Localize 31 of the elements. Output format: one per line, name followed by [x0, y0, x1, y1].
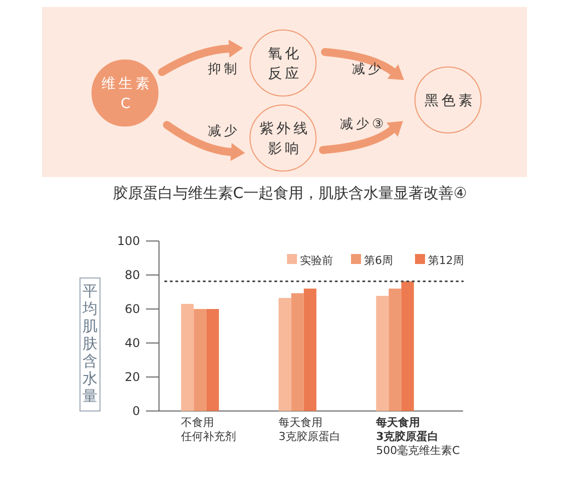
- text: 氧化反应: [268, 46, 302, 82]
- x-tick-label: 每天食用3克胶原蛋白500毫克维生素C: [375, 416, 460, 457]
- x-tick-label: 不食用任何补充剂: [180, 416, 236, 443]
- y-tick-label: 0: [132, 404, 140, 418]
- y-tick-label: 40: [124, 336, 140, 350]
- bar: [181, 304, 194, 411]
- y-tick-label: 80: [124, 268, 140, 282]
- text: 减少: [208, 124, 240, 139]
- bar: [388, 288, 402, 411]
- text: 减少③: [340, 117, 387, 132]
- text: 紫外线影响: [260, 121, 310, 157]
- text: 黑色素: [424, 93, 476, 109]
- y-tick-label: 60: [124, 302, 140, 316]
- x-tick-label: 每天食用3克胶原蛋白: [278, 416, 341, 443]
- bar: [376, 296, 389, 411]
- text: 减少: [352, 62, 384, 77]
- y-axis-title: 平均肌肤含水量: [82, 282, 98, 405]
- bar: [278, 298, 292, 411]
- bar: [291, 293, 304, 411]
- text: 维生素C: [102, 76, 152, 112]
- legend-label: 实验前: [300, 254, 333, 267]
- text: 抑制: [208, 62, 240, 77]
- legend-label: 第12周: [428, 254, 464, 267]
- bar: [401, 281, 414, 411]
- y-tick-label: 20: [124, 370, 140, 384]
- bar: [194, 309, 206, 411]
- legend-label: 第6周: [364, 254, 393, 267]
- bar: [304, 288, 316, 411]
- bar: [206, 309, 219, 411]
- chart-title: 胶原蛋白与维生素C一起食用，肌肤含水量显著改善④: [113, 184, 467, 202]
- y-tick-label: 100: [117, 234, 140, 248]
